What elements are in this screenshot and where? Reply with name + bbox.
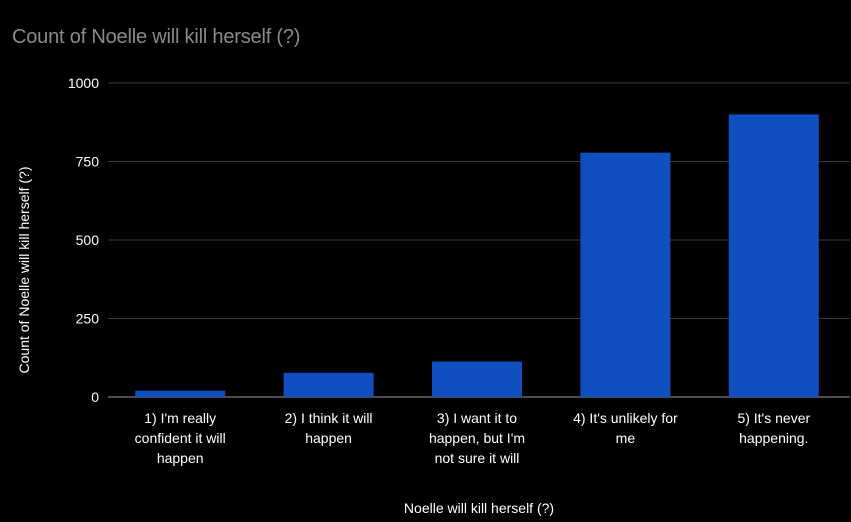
bar	[432, 361, 522, 397]
y-tick-label: 750	[76, 154, 100, 170]
x-tick-label: 2) I think it will happen	[285, 410, 373, 446]
bar	[283, 372, 374, 397]
chart-title: Count of Noelle will kill herself (?)	[12, 26, 301, 48]
y-tick-labels: 0 250 500 750 1000	[68, 75, 99, 405]
y-tick-label: 1000	[68, 75, 99, 91]
x-tick-label: 1) I'm really confident it will happen	[135, 410, 226, 466]
x-category-labels: 1) I'm really confident it will happen 2) I…	[135, 410, 811, 466]
x-tick-label: 4) It's unlikely for me	[573, 410, 678, 446]
y-tick-label: 0	[91, 389, 99, 405]
y-tick-label: 250	[76, 311, 100, 327]
x-tick-label: 3) I want it to happen, but I'm not sure i…	[429, 410, 525, 466]
x-tick-label: 5) It's never happening.	[737, 410, 810, 446]
bar	[580, 152, 671, 397]
x-axis-label: Noelle will kill herself (?)	[404, 500, 554, 516]
bars	[135, 114, 819, 398]
y-axis-label: Count of Noelle will kill herself (?)	[16, 167, 32, 374]
bar	[135, 390, 226, 397]
y-tick-label: 500	[76, 232, 100, 248]
bar	[728, 114, 819, 398]
